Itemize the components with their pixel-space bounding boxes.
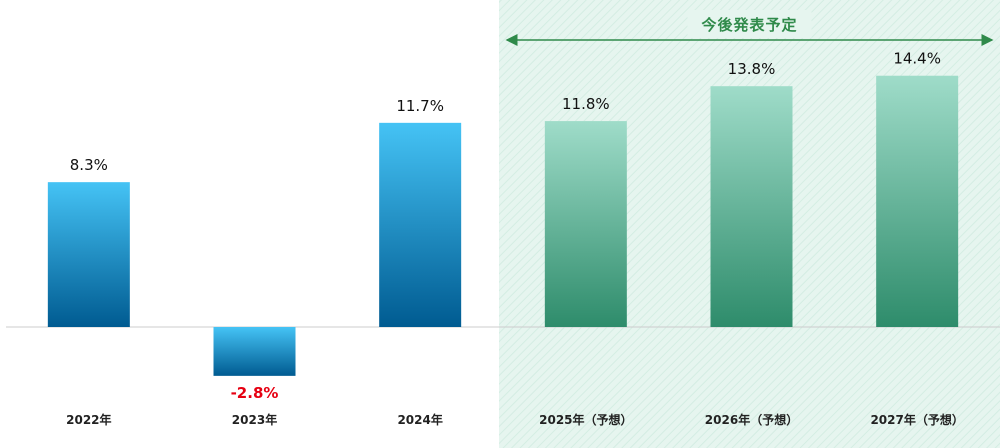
forecast-title: 今後発表予定 <box>700 16 797 34</box>
bar-5 <box>710 86 793 327</box>
category-label-4: 2025年（予想） <box>539 412 632 427</box>
category-label-3: 2024年 <box>397 412 442 427</box>
forecast-title-backdrop <box>687 10 812 38</box>
value-label-1: 8.3% <box>70 156 108 174</box>
value-labels: 8.3% -2.8% 11.7% 11.8% 13.8% 14.4% <box>70 50 941 402</box>
category-label-6: 2027年（予想） <box>870 412 963 427</box>
category-label-1: 2022年 <box>66 412 111 427</box>
value-label-3: 11.7% <box>396 97 444 115</box>
bar-2 <box>213 327 296 376</box>
value-label-2: -2.8% <box>231 384 279 402</box>
value-label-4: 11.8% <box>562 95 610 113</box>
category-labels: 2022年 2023年 2024年 2025年（予想） 2026年（予想） 2027年（予… <box>66 412 964 427</box>
bar-4 <box>544 121 627 327</box>
category-label-5: 2026年（予想） <box>705 412 798 427</box>
bar-1 <box>47 182 130 327</box>
bars <box>47 75 959 376</box>
value-label-5: 13.8% <box>728 60 776 78</box>
value-label-6: 14.4% <box>893 50 941 68</box>
bar-3 <box>379 122 462 328</box>
category-label-2: 2023年 <box>232 412 277 427</box>
bar-6 <box>876 75 959 327</box>
